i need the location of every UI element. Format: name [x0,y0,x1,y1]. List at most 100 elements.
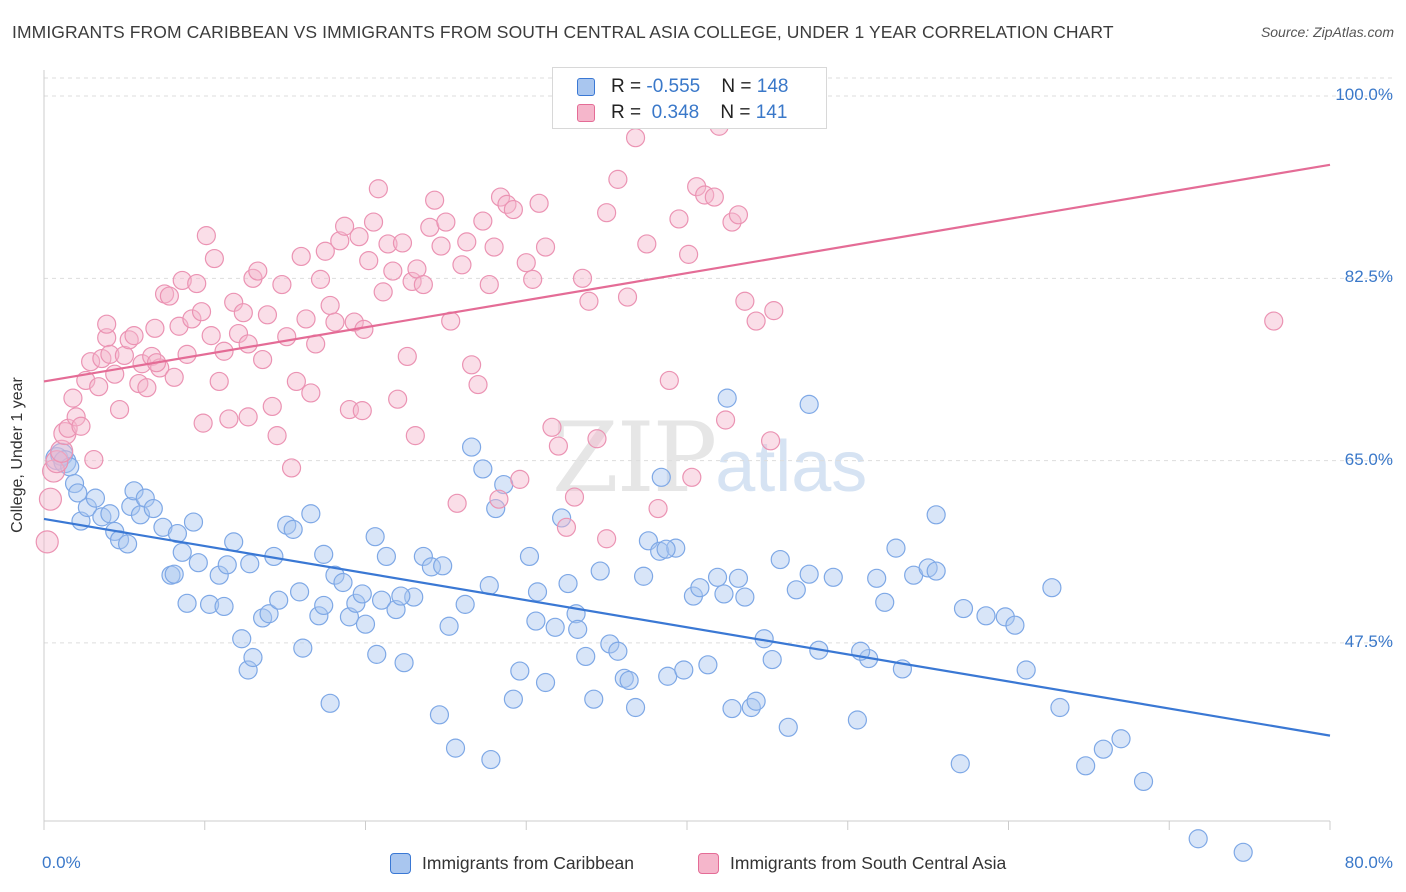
south-central-asia-point [344,312,364,332]
south-central-asia-point [109,399,130,420]
caribbean-point [558,573,578,594]
caribbean-point [976,606,996,626]
south-central-asia-point [349,227,369,247]
caribbean-point [535,672,556,693]
south-central-asia-point [431,236,451,256]
south-central-asia-point [425,190,445,210]
caribbean-point [714,584,734,604]
caribbean-point [717,388,737,408]
south-central-asia-point [597,203,617,223]
south-central-asia-point [669,209,689,229]
n-value: 141 [755,102,788,123]
caribbean-point [269,590,289,610]
south-central-asia-point [315,241,335,261]
south-central-asia-point [145,318,165,338]
south-central-asia-point [473,211,493,231]
south-central-asia-point [405,426,425,446]
south-central-asia-point [572,268,593,288]
south-central-asia-point [248,261,268,281]
caribbean-point [1233,842,1253,862]
caribbean-point [886,538,906,558]
caribbean-point [240,554,260,574]
caribbean-point [950,754,970,774]
y-tick-82-5: 82.5% [1344,267,1393,287]
caribbean-point [926,505,946,525]
caribbean-point [875,592,895,612]
south-central-asia-point [228,323,249,344]
caribbean-point [214,596,234,617]
caribbean-point [391,586,411,606]
south-central-asia-point [556,517,577,537]
caribbean-point [778,717,798,737]
south-central-asia-point [219,409,239,429]
south-central-asia-point [182,309,202,329]
caribbean-point [576,646,596,667]
pink-swatch [698,853,719,874]
caribbean-point [309,606,329,626]
caribbean-point [314,595,334,616]
south-central-asia-point [296,309,316,329]
south-central-asia-point [97,328,117,348]
south-central-asia-point [209,371,229,392]
caribbean-point [666,538,686,558]
south-central-asia-point [760,431,781,451]
south-central-asia-point [238,407,258,427]
caribbean-point [433,556,453,576]
south-central-asia-point [257,305,278,325]
caribbean-point [1042,578,1062,598]
south-central-asia-point [728,205,749,225]
south-central-asia-point [164,367,184,387]
south-central-asia-point [196,226,216,246]
caribbean-point [333,572,353,593]
caribbean-point [346,593,366,613]
caribbean-point [461,437,482,457]
south-central-asia-point [84,449,104,470]
caribbean-point [445,738,466,758]
south-central-asia-point [335,216,355,236]
south-central-asia-point [89,377,109,397]
caribbean-point [568,619,588,639]
south-central-asia-point [66,407,86,427]
south-central-asia-point [659,370,679,391]
caribbean-point [926,561,946,581]
n-value: 148 [756,76,789,97]
south-central-asia-point [363,212,384,232]
south-central-asia-point [468,374,488,395]
correlation-legend: R = -0.555 N = 148 R = 0.348 N = 141 [552,67,827,129]
caribbean-point [656,539,676,559]
caribbean-point [413,546,433,567]
x-tick-min: 0.0% [42,853,81,872]
caribbean-point [314,544,334,564]
south-central-asia-point [388,389,408,409]
caribbean-point [371,590,392,610]
south-central-asia-point [523,269,543,289]
chart-title: IMMIGRANTS FROM CARIBBEAN VS IMMIGRANTS … [12,22,1114,42]
south-central-asia-point [204,248,224,269]
caribbean-point [1111,729,1131,749]
blue-swatch [577,78,595,96]
south-central-asia-point [479,274,499,295]
caribbean-point [799,564,819,584]
south-central-asia-point [201,326,221,346]
caribbean-point [85,488,106,508]
n-label: N = [720,102,756,123]
south-central-asia-point [262,396,282,417]
n-label: N = [721,76,757,97]
south-central-asia-point [42,459,66,483]
south-central-asia-point [233,303,253,323]
south-central-asia-point [617,287,638,307]
south-central-asia-point [746,311,766,331]
caribbean-point [376,546,396,567]
south-central-asia-point [704,187,724,207]
caribbean-point [722,698,742,719]
south-central-asia-point [359,251,379,271]
south-central-asia-point [510,469,530,489]
south-central-asia-point [722,212,742,232]
caribbean-point [177,593,197,613]
caribbean-point [135,488,155,508]
south-central-asia-point [291,246,311,267]
y-tick-47-5: 47.5% [1344,631,1393,651]
south-central-asia-point [457,232,477,252]
south-central-asia-point [579,291,599,311]
